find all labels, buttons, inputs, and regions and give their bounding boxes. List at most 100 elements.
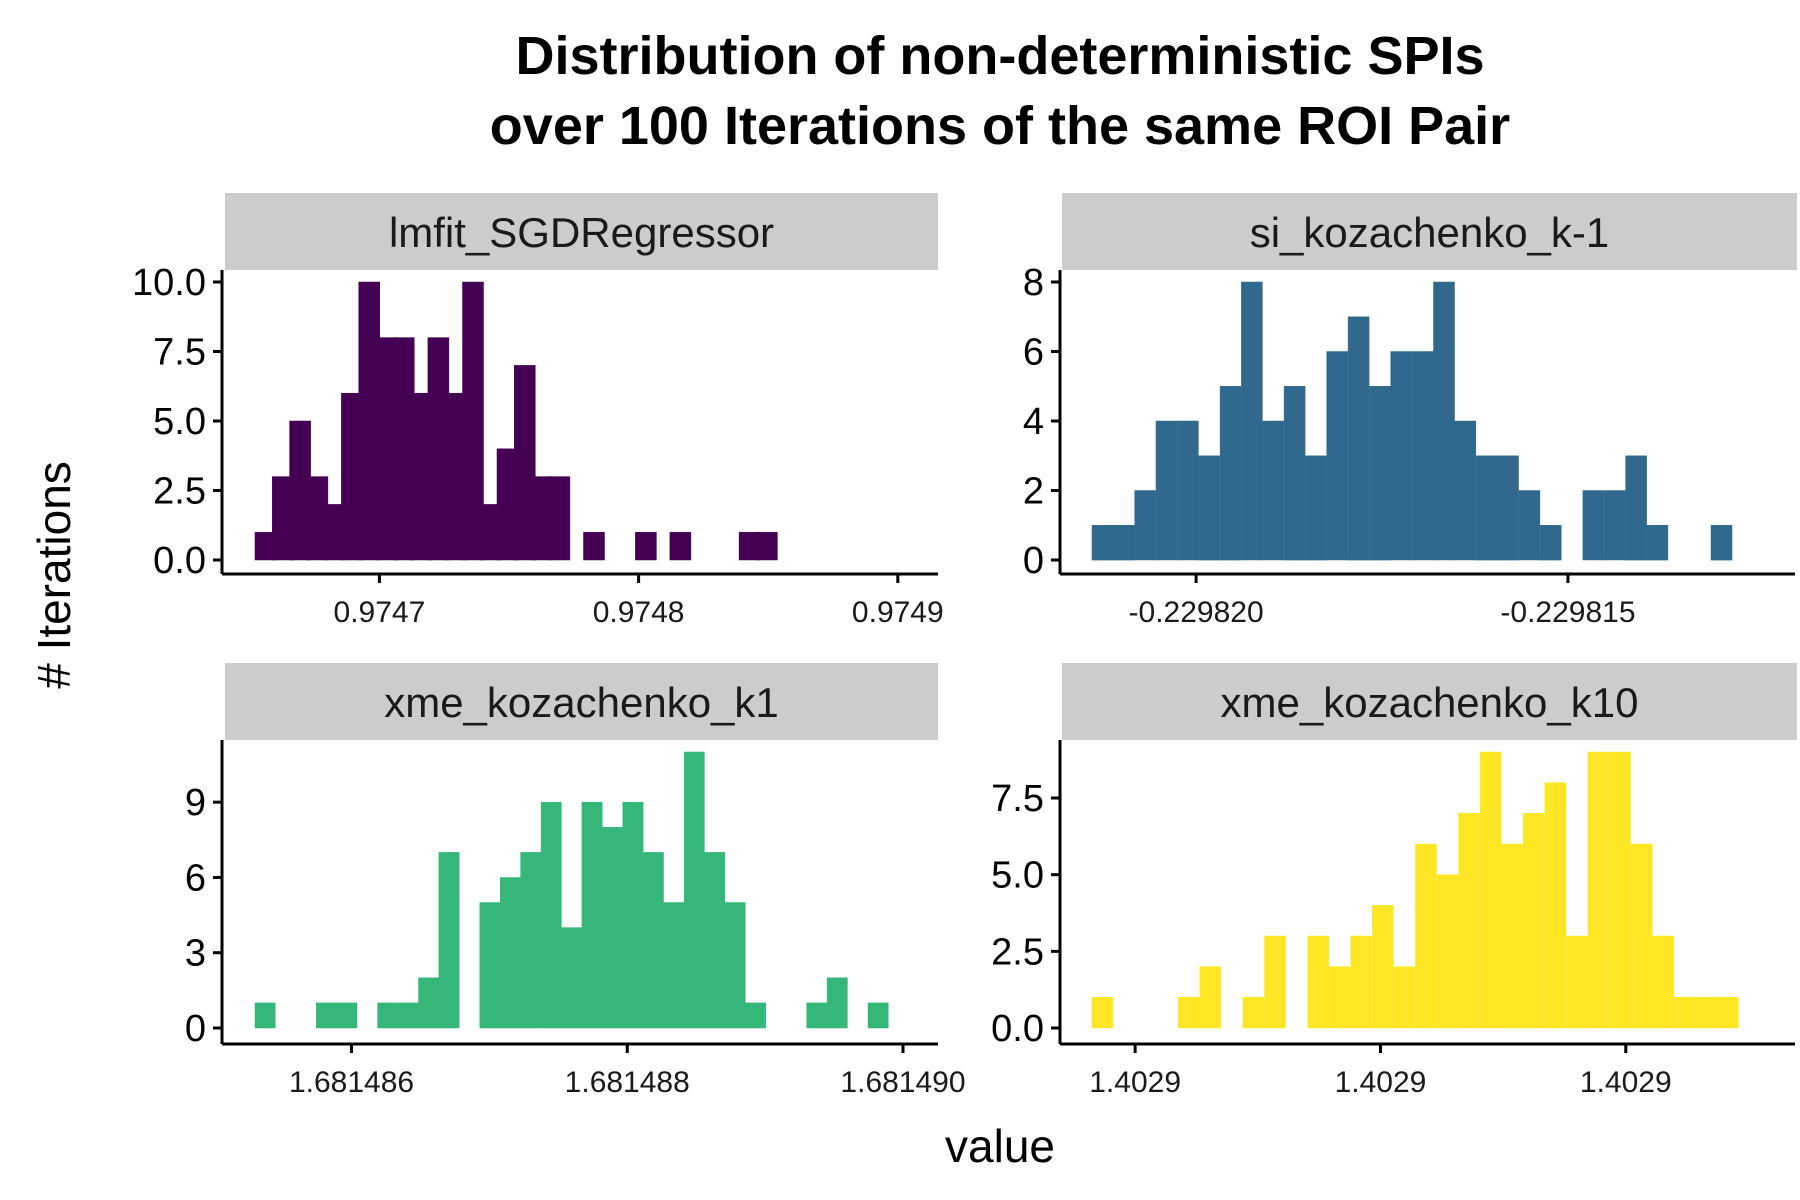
histogram-bar xyxy=(1350,935,1373,1029)
histogram-bar xyxy=(635,531,657,561)
histogram-bar xyxy=(1582,490,1605,561)
histogram-bar xyxy=(581,801,603,1029)
y-tick-label: 8 xyxy=(1023,262,1044,304)
panel-header-label: si_kozachenko_k-1 xyxy=(1250,209,1610,256)
histogram-bar xyxy=(1347,316,1370,561)
histogram-bar xyxy=(1198,455,1220,561)
histogram-bar xyxy=(561,927,583,1029)
histogram-bar xyxy=(1475,455,1498,561)
panel-header-label: xme_kozachenko_k10 xyxy=(1221,679,1639,726)
histogram-bar xyxy=(1411,351,1434,561)
histogram-bar xyxy=(462,281,484,561)
histogram-bar xyxy=(1674,997,1696,1029)
x-axis-label: value xyxy=(945,1120,1055,1172)
x-tick-label: 1.4029 xyxy=(1580,1066,1672,1099)
histogram-bar xyxy=(1717,997,1739,1029)
y-tick-label: 2.5 xyxy=(153,471,206,513)
panels-group: lmfit_SGDRegressor 0.0 2.5 5.0 7.5 10.0 0.9747… xyxy=(132,193,1797,1099)
panel-xme_kozachenko_k1: xme_kozachenko_k1 0 3 6 9 1.681486 1.681488 1.6… xyxy=(185,663,966,1099)
y-tick-label: 10.0 xyxy=(132,262,206,304)
histogram-bar xyxy=(1091,525,1114,561)
histogram-bar xyxy=(1328,966,1351,1029)
histogram-bar xyxy=(316,1002,337,1029)
panel-header xyxy=(225,193,938,270)
x-tick-label: 0.9748 xyxy=(593,596,685,629)
histogram-bar xyxy=(1415,843,1437,1029)
histogram-bar xyxy=(1199,966,1222,1029)
histogram-bar xyxy=(1625,455,1647,561)
histogram-bar xyxy=(540,801,562,1029)
histogram-bar xyxy=(1433,281,1455,561)
histogram-bar xyxy=(745,1002,766,1029)
histogram-bar xyxy=(1454,420,1477,561)
x-tick-label: 1.681490 xyxy=(840,1066,965,1099)
histogram-bar xyxy=(520,852,542,1029)
x-tick-label: -0.229815 xyxy=(1500,596,1635,629)
histogram-bar xyxy=(1262,420,1284,561)
histogram-bar xyxy=(602,827,623,1029)
x-tick-label: 1.681488 xyxy=(565,1066,690,1099)
histogram-bar xyxy=(1242,997,1265,1029)
x-tick-label: 1.4029 xyxy=(1335,1066,1427,1099)
histogram-bar xyxy=(1307,935,1329,1029)
histogram-bar xyxy=(1587,751,1610,1029)
histogram-bar xyxy=(1264,935,1286,1029)
histogram-bar xyxy=(479,902,501,1029)
y-tick-label: 0.0 xyxy=(991,1008,1044,1050)
panel-header-label: lmfit_SGDRegressor xyxy=(389,209,774,256)
histogram-bar xyxy=(1305,455,1327,561)
y-tick-label: 7.5 xyxy=(991,778,1044,820)
histogram-bar xyxy=(1710,525,1733,561)
histogram-bar xyxy=(336,1002,358,1029)
histogram-bar xyxy=(254,1002,276,1029)
histogram-bar xyxy=(1134,490,1156,561)
histogram-bar xyxy=(1646,525,1669,561)
histogram-bar xyxy=(756,531,778,561)
y-tick-label: 7.5 xyxy=(153,332,206,374)
y-tick-label: 3 xyxy=(185,933,206,975)
histogram-bar xyxy=(1523,813,1545,1029)
histogram-bar xyxy=(867,1002,889,1029)
histogram-bar xyxy=(1369,386,1391,561)
panel-xme_kozachenko_k10: xme_kozachenko_k10 0.0 2.5 5.0 7.5 1.4029 1.40… xyxy=(991,663,1797,1099)
panel-header xyxy=(1062,193,1797,270)
histogram-bar xyxy=(826,977,848,1029)
x-tick-label: -0.229820 xyxy=(1129,596,1264,629)
y-tick-label: 4 xyxy=(1023,401,1044,443)
histogram-bar xyxy=(622,801,644,1029)
y-tick-label: 2 xyxy=(1023,471,1044,513)
histogram-bar xyxy=(1479,751,1502,1029)
histogram-bar xyxy=(1241,281,1263,561)
histogram-bar xyxy=(1436,874,1459,1029)
histogram-bar xyxy=(1544,782,1567,1029)
histogram-bar xyxy=(583,531,605,561)
panel-header xyxy=(225,663,938,740)
panel-header xyxy=(1062,663,1797,740)
y-tick-label: 6 xyxy=(185,857,206,899)
y-axis-label: # Iterations xyxy=(28,461,80,689)
panel-si_kozachenko_k-1: si_kozachenko_k-1 0 2 4 6 8 -0.229820 -0.229815 xyxy=(1023,193,1797,629)
histogram-bar xyxy=(1219,386,1242,561)
histogram-bar xyxy=(1566,935,1588,1029)
histogram-bar xyxy=(1326,351,1349,561)
histogram-bar xyxy=(683,751,705,1029)
histogram-bar xyxy=(1178,997,1200,1029)
histogram-bar xyxy=(1091,997,1114,1029)
histogram-bar xyxy=(514,365,536,561)
histogram-bar xyxy=(724,902,746,1029)
histogram-bar xyxy=(1501,843,1524,1029)
histogram-bar xyxy=(548,476,571,561)
panel-lmfit_SGDRegressor: lmfit_SGDRegressor 0.0 2.5 5.0 7.5 10.0 0.9747… xyxy=(132,193,944,629)
histogram-bar xyxy=(1603,490,1626,561)
y-tick-label: 5.0 xyxy=(153,401,206,443)
y-tick-label: 0.0 xyxy=(153,540,206,582)
histogram-bar xyxy=(1372,905,1394,1029)
histogram-bar xyxy=(669,531,692,561)
histogram-bar xyxy=(1390,351,1413,561)
histogram-bar xyxy=(418,977,440,1029)
histogram-bar xyxy=(663,902,685,1029)
histogram-bar xyxy=(1497,455,1519,561)
histogram-bar xyxy=(377,1002,399,1029)
histogram-bar xyxy=(1539,525,1562,561)
